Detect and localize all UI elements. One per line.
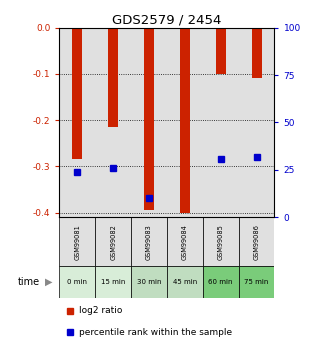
Text: GSM99082: GSM99082 xyxy=(110,224,116,259)
Text: log2 ratio: log2 ratio xyxy=(79,306,122,315)
Bar xyxy=(216,28,226,74)
Text: GSM99086: GSM99086 xyxy=(254,224,260,259)
Bar xyxy=(239,217,274,266)
Text: 30 min: 30 min xyxy=(137,279,161,285)
Bar xyxy=(239,266,274,298)
Text: GSM99085: GSM99085 xyxy=(218,224,224,259)
Bar xyxy=(131,266,167,298)
Bar xyxy=(131,28,167,217)
Bar xyxy=(203,28,239,217)
Text: GSM99081: GSM99081 xyxy=(74,224,80,259)
Bar xyxy=(95,28,131,217)
Bar xyxy=(59,217,95,266)
Bar xyxy=(203,217,239,266)
Bar xyxy=(72,28,82,159)
Bar xyxy=(167,217,203,266)
Bar xyxy=(108,28,118,127)
Bar xyxy=(59,266,95,298)
Text: ▶: ▶ xyxy=(45,277,52,287)
Text: 15 min: 15 min xyxy=(101,279,125,285)
Bar xyxy=(95,217,131,266)
Bar xyxy=(95,266,131,298)
Title: GDS2579 / 2454: GDS2579 / 2454 xyxy=(112,13,221,27)
Bar xyxy=(252,28,262,78)
Bar xyxy=(167,266,203,298)
Bar xyxy=(203,266,239,298)
Text: GSM99084: GSM99084 xyxy=(182,224,188,259)
Bar xyxy=(180,28,190,213)
Text: percentile rank within the sample: percentile rank within the sample xyxy=(79,327,232,337)
Text: 75 min: 75 min xyxy=(244,279,269,285)
Bar xyxy=(239,28,274,217)
Text: 45 min: 45 min xyxy=(173,279,197,285)
Bar xyxy=(131,217,167,266)
Text: 60 min: 60 min xyxy=(208,279,233,285)
Bar xyxy=(167,28,203,217)
Bar xyxy=(59,28,95,217)
Bar xyxy=(144,28,154,210)
Text: GSM99083: GSM99083 xyxy=(146,224,152,259)
Text: time: time xyxy=(18,277,40,287)
Text: 0 min: 0 min xyxy=(67,279,87,285)
